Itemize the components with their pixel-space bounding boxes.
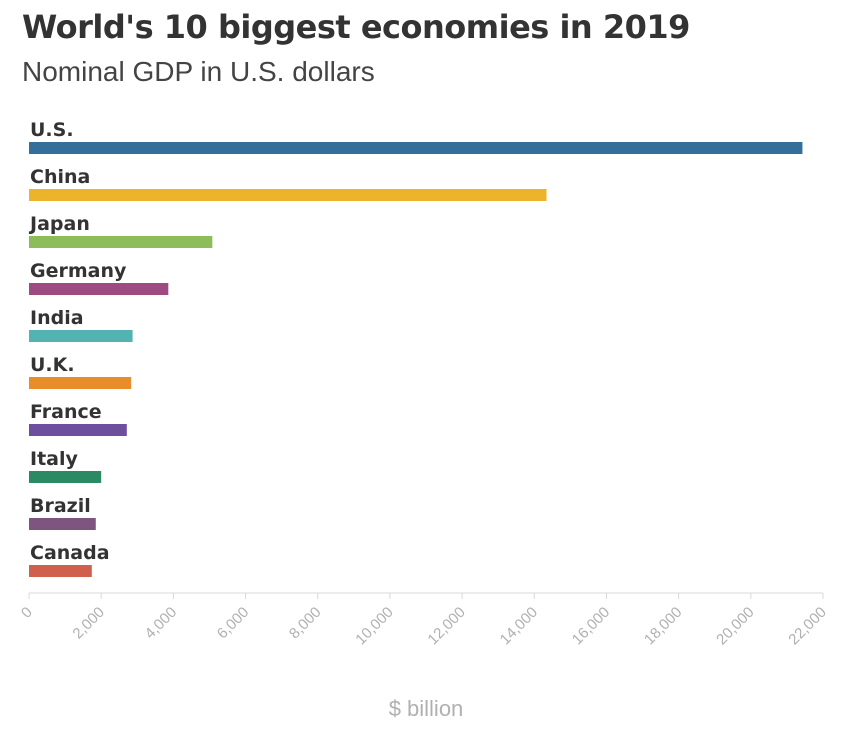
category-label-u-s: U.S.	[30, 119, 74, 141]
bar-china	[29, 189, 547, 201]
x-tick-label: 0	[18, 604, 36, 622]
x-axis: 0 2,000 4,000 6,000 8,000 10,000 12,000 14,000 1…	[18, 592, 830, 648]
x-tick-label: 6,000	[214, 604, 253, 643]
x-tick-label: 22,000	[785, 604, 829, 648]
category-label-italy: Italy	[30, 448, 78, 470]
bars-group: U.S. China Japan Germany India U.K. France Ital…	[28, 119, 803, 577]
bar-india	[29, 330, 133, 342]
category-label-germany: Germany	[30, 260, 127, 282]
x-tick-label: 18,000	[641, 604, 685, 648]
category-label-france: France	[30, 401, 102, 423]
category-label-u-k: U.K.	[30, 354, 75, 376]
bar-germany	[29, 283, 169, 295]
category-label-india: India	[30, 307, 84, 329]
bar-france	[29, 424, 127, 436]
x-tick-label: 2,000	[69, 604, 108, 643]
x-tick-label: 4,000	[142, 604, 181, 643]
bar-canada	[29, 565, 92, 577]
x-axis-title: $ billion	[389, 696, 464, 721]
x-tick-label: 20,000	[713, 604, 757, 648]
x-tick-label: 8,000	[286, 604, 325, 643]
x-tick-label: 14,000	[497, 604, 541, 648]
bar-brazil	[29, 518, 96, 530]
category-label-japan: Japan	[28, 213, 90, 235]
category-label-brazil: Brazil	[30, 495, 91, 517]
x-tick-label: 12,000	[424, 604, 468, 648]
x-tick-label: 10,000	[352, 604, 396, 648]
chart-subtitle: Nominal GDP in U.S. dollars	[22, 56, 375, 87]
bar-u-k	[29, 377, 132, 389]
bar-u-s	[29, 142, 803, 154]
chart-title: World's 10 biggest economies in 2019	[22, 8, 690, 46]
category-label-china: China	[30, 166, 90, 188]
x-tick-label: 16,000	[569, 604, 613, 648]
category-label-canada: Canada	[30, 542, 110, 564]
bar-italy	[29, 471, 102, 483]
bar-japan	[29, 236, 213, 248]
